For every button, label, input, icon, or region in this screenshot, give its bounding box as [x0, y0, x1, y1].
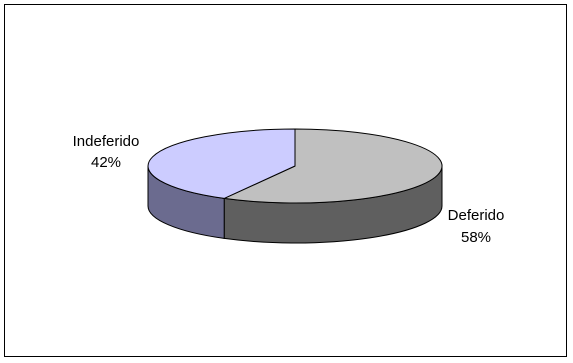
- pie-slice-indeferido: [147, 128, 296, 199]
- slice-label-deferido: Deferido: [448, 207, 505, 224]
- slice-value-deferido: 58%: [461, 229, 491, 246]
- slice-value-indeferido: 42%: [91, 154, 121, 171]
- slice-label-indeferido: Indeferido: [73, 133, 140, 150]
- pie-tops: [147, 128, 443, 204]
- pie-labels: Deferido 58% Indeferido 42%: [73, 133, 505, 246]
- pie-slice-deferido: [222, 128, 443, 204]
